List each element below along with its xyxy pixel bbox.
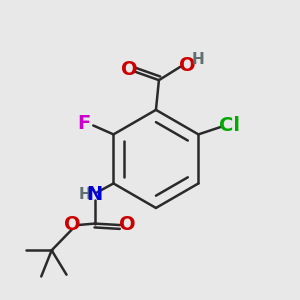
Text: H: H: [78, 187, 91, 202]
Text: H: H: [191, 52, 204, 67]
Text: F: F: [78, 115, 91, 134]
Text: O: O: [121, 60, 137, 79]
Text: O: O: [178, 56, 195, 75]
Text: N: N: [87, 185, 103, 204]
Text: Cl: Cl: [219, 116, 240, 135]
Text: O: O: [119, 215, 136, 234]
Text: O: O: [64, 215, 80, 234]
